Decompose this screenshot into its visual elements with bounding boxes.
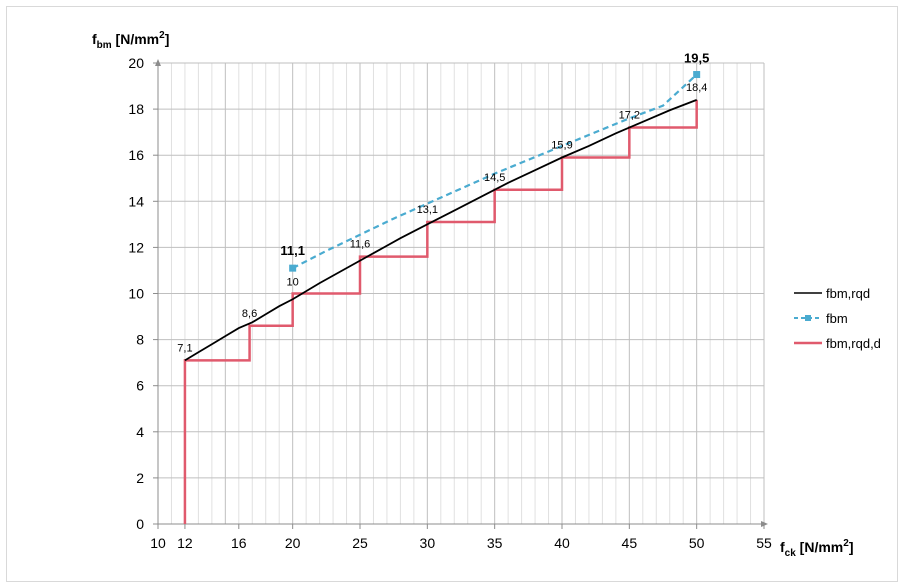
- x-tick-label: 55: [756, 535, 772, 551]
- data-label: 10: [287, 277, 299, 289]
- series-marker-fbm: [693, 71, 701, 79]
- y-tick-label: 20: [128, 55, 144, 71]
- data-label: 15,9: [551, 140, 572, 152]
- data-label: 19,5: [684, 51, 709, 66]
- legend-item-fbm-rqd-d: fbm,rqd,d: [794, 336, 881, 351]
- legend-label-fbm-rqd: fbm,rqd: [826, 286, 870, 301]
- x-tick-label: 35: [487, 535, 503, 551]
- data-label: 11,6: [350, 239, 371, 251]
- data-label: 8,6: [242, 308, 257, 320]
- data-label: 17,2: [619, 110, 640, 122]
- data-label: 13,1: [417, 204, 438, 216]
- y-tick-label: 0: [136, 516, 144, 532]
- legend-label-fbm-rqd-d: fbm,rqd,d: [826, 336, 881, 351]
- y-tick-label: 4: [136, 424, 144, 440]
- legend-marker-fbm: [805, 315, 811, 321]
- x-tick-label: 25: [352, 535, 368, 551]
- x-tick-label: 10: [150, 535, 166, 551]
- chart-frame: [6, 6, 898, 582]
- x-tick-label: 50: [689, 535, 705, 551]
- y-tick-label: 6: [136, 378, 144, 394]
- tick-labels: 10 12 16 20 25 30 35 40 45 50 55 0 2 4 6 8 10 12 14 16 18 20: [128, 55, 772, 551]
- x-tick-label: 16: [231, 535, 247, 551]
- y-tick-label: 8: [136, 332, 144, 348]
- data-labels: 7,1 8,6 10 11,6 13,1 14,5 15,9 17,2 18,4 11,1 19,5: [177, 51, 709, 355]
- y-tick-label: 14: [128, 193, 144, 209]
- y-axis-title: fbm [N/mm2]: [92, 30, 169, 51]
- data-label: 7,1: [177, 342, 192, 354]
- y-tick-label: 2: [136, 470, 144, 486]
- y-tick-label: 18: [128, 101, 144, 117]
- series: [183, 71, 701, 524]
- x-axis-title: fck [N/mm2]: [780, 538, 853, 559]
- y-tick-label: 16: [128, 147, 144, 163]
- legend-item-fbm-rqd: fbm,rqd: [794, 286, 870, 301]
- x-tick-label: 20: [285, 535, 301, 551]
- y-tick-label: 12: [128, 239, 144, 255]
- series-line-fbm-rqd-d: [183, 99, 698, 524]
- series-line-fbm-rqd: [184, 99, 697, 362]
- grid: [158, 62, 765, 524]
- x-tick-label: 30: [420, 535, 436, 551]
- legend-item-fbm: fbm: [794, 311, 848, 326]
- series-line-fbm: [292, 73, 698, 270]
- y-tick-label: 10: [128, 286, 144, 302]
- x-tick-label: 12: [177, 535, 193, 551]
- data-label: 14,5: [484, 172, 505, 184]
- legend-label-fbm: fbm: [826, 311, 848, 326]
- series-marker-fbm: [289, 264, 297, 272]
- data-label: 11,1: [280, 243, 305, 258]
- x-tick-label: 40: [554, 535, 570, 551]
- x-tick-label: 45: [622, 535, 638, 551]
- legend: fbm,rqd fbm fbm,rqd,d: [794, 286, 881, 351]
- data-label: 18,4: [686, 82, 707, 94]
